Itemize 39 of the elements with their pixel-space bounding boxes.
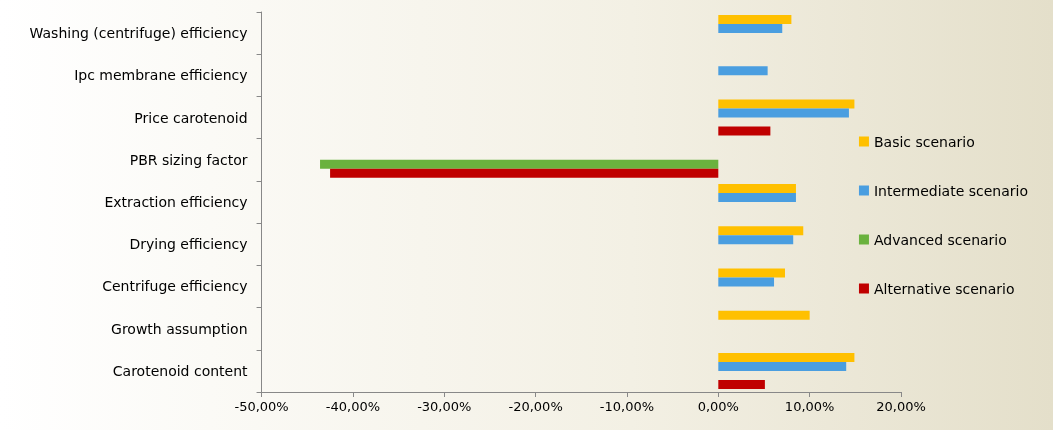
legend-label: Alternative scenario bbox=[873, 280, 1015, 297]
y-tick-label: PBR sizing factor bbox=[129, 151, 248, 168]
bar bbox=[718, 15, 792, 25]
bar bbox=[718, 126, 771, 136]
x-tick-label: 10,00% bbox=[784, 399, 835, 414]
bar bbox=[718, 235, 794, 245]
x-tick-label: 0,00% bbox=[697, 399, 739, 414]
x-tick-label: 20,00% bbox=[876, 399, 926, 414]
bar bbox=[718, 24, 783, 34]
bar bbox=[718, 268, 785, 278]
bar bbox=[320, 159, 719, 169]
y-tick-label: Extraction efficiency bbox=[104, 194, 248, 210]
bar bbox=[718, 184, 796, 193]
bar bbox=[718, 193, 796, 202]
y-tick-label: Growth assumption bbox=[111, 320, 248, 337]
bar bbox=[718, 66, 768, 76]
y-tick-label: Washing (centrifuge) efficiency bbox=[29, 25, 248, 42]
x-tick-label: -50,00% bbox=[234, 399, 289, 414]
bar bbox=[718, 379, 765, 389]
y-tick-label: Centrifuge efficiency bbox=[102, 278, 248, 295]
bar bbox=[330, 168, 719, 178]
bar bbox=[718, 352, 855, 362]
x-tick-label: -10,00% bbox=[599, 399, 655, 414]
x-tick-label: -40,00% bbox=[325, 399, 381, 414]
x-tick-label: -30,00% bbox=[417, 399, 472, 414]
x-tick-label: -20,00% bbox=[508, 399, 563, 414]
bar bbox=[718, 361, 847, 371]
bar bbox=[718, 108, 849, 118]
legend-label: Basic scenario bbox=[873, 133, 975, 150]
legend-label: Advanced scenario bbox=[873, 231, 1007, 248]
bar bbox=[718, 226, 804, 236]
y-tick-label: Carotenoid content bbox=[112, 362, 249, 379]
y-tick-label: Price carotenoid bbox=[134, 109, 248, 126]
bar bbox=[718, 310, 810, 320]
y-tick-label: Drying efficiency bbox=[129, 236, 248, 253]
bar bbox=[718, 99, 855, 109]
y-tick-label: Ipc membrane efficiency bbox=[74, 67, 248, 84]
bar bbox=[718, 277, 775, 287]
legend-label: Intermediate scenario bbox=[873, 182, 1029, 199]
